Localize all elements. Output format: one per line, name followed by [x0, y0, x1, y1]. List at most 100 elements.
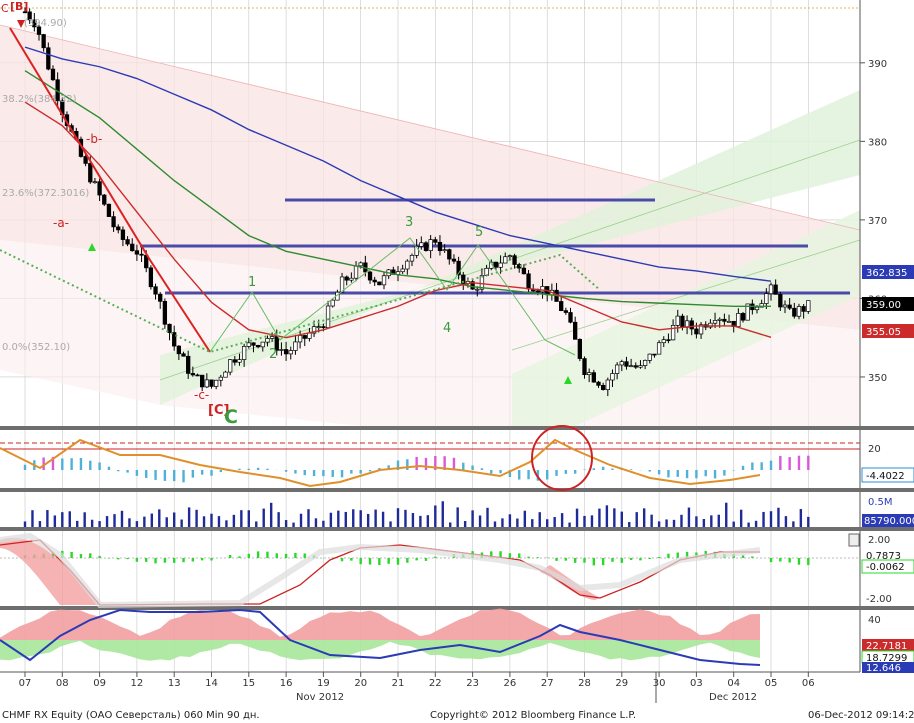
volume-bar — [739, 509, 743, 527]
candle-body — [209, 379, 214, 387]
oscillator-panel: 20 -4.4022 — [0, 425, 914, 491]
wave-3: 3 — [405, 215, 413, 230]
candle-body — [559, 301, 564, 311]
volume-bar — [762, 511, 765, 527]
candle-body — [102, 194, 107, 205]
candle-body — [764, 293, 769, 304]
ma-line — [24, 70, 771, 307]
candle-body — [400, 268, 405, 273]
label-top-b: [B] — [10, 0, 28, 13]
x-tick-label: 28 — [578, 678, 591, 689]
volume-bar — [202, 516, 206, 527]
volume-panel: 0.5M 85790.0000 — [23, 492, 914, 527]
volume-bar — [665, 519, 668, 527]
candle-body — [587, 372, 592, 376]
x-tick-label: 05 — [765, 678, 778, 689]
macd-signal — [0, 532, 761, 609]
candle-body — [670, 324, 676, 341]
candle-body — [241, 346, 247, 360]
x-tick-label: 20 — [354, 678, 367, 689]
volume-bar — [590, 515, 594, 527]
candle-body — [255, 344, 261, 348]
volume-bar — [359, 510, 362, 527]
macd-bar — [126, 558, 129, 560]
macd-bar — [424, 558, 428, 561]
candle-body — [475, 288, 480, 291]
volume-bar — [217, 516, 221, 527]
volume-bar — [605, 505, 609, 527]
volume-bar — [165, 517, 168, 527]
volume-bar — [635, 512, 638, 527]
macd-bar — [350, 558, 353, 561]
volume-bar — [83, 512, 86, 527]
osc-bar — [210, 470, 213, 476]
candle-body — [614, 364, 620, 374]
volume-bar — [426, 515, 430, 527]
osc-bar — [378, 468, 381, 470]
wave-c: -c- — [194, 388, 209, 402]
osc-bar — [256, 467, 260, 470]
dmi-badge-2: 18.7299 — [866, 653, 907, 664]
dmi-panel: 40 22.7181 18.7299 12.646 — [0, 608, 914, 674]
volume-bar — [799, 509, 803, 527]
volume-bar — [113, 514, 116, 527]
y-tick-label: 380 — [868, 137, 887, 148]
dmi-badge-3: 12.646 — [866, 663, 901, 674]
vol-tick: 0.5M — [868, 497, 893, 508]
marker-green — [564, 376, 572, 384]
candle-body — [353, 265, 359, 279]
ma-line — [24, 46, 772, 282]
volume-bar — [98, 521, 101, 527]
osc-bar — [145, 470, 148, 478]
x-tick-label: 04 — [727, 678, 740, 689]
candle-body — [223, 371, 228, 378]
x-tick-label: 13 — [168, 678, 181, 689]
wave-dotted-1 — [0, 249, 601, 354]
volume-bar — [807, 516, 810, 527]
candle-body — [372, 279, 377, 283]
candle-body — [447, 249, 452, 260]
dmi-tick: 40 — [868, 615, 881, 626]
osc-bar — [788, 457, 791, 470]
macd-bar — [490, 551, 493, 558]
wave-impulse — [209, 237, 576, 356]
candle-body — [754, 306, 760, 311]
candle-body — [302, 335, 307, 339]
macd-bar — [573, 558, 577, 563]
volume-bar — [374, 509, 377, 527]
osc-bar — [219, 470, 223, 472]
candle-body — [768, 284, 774, 295]
candle-body — [311, 326, 317, 334]
osc-bar — [443, 456, 446, 470]
volume-bar — [269, 502, 273, 527]
volume-bar — [76, 520, 79, 527]
volume-bar — [680, 514, 683, 527]
macd-bar — [228, 554, 232, 558]
osc-bar — [490, 470, 493, 474]
volume-bar — [710, 515, 713, 527]
x-tick-label: 21 — [392, 678, 405, 689]
macd-scroll-icon[interactable] — [848, 533, 860, 547]
candle-body — [698, 324, 704, 335]
candle-body — [32, 19, 37, 28]
ma-line — [24, 101, 772, 339]
volume-bar — [381, 511, 385, 527]
macd-bar — [256, 551, 260, 558]
candle-body — [433, 239, 438, 243]
candle-body — [46, 47, 51, 70]
candle-body — [778, 294, 783, 308]
volume-bar — [456, 507, 459, 527]
candle-body — [437, 241, 443, 252]
candle-body — [745, 303, 750, 321]
volume-bar — [538, 512, 541, 527]
volume-bar — [702, 519, 706, 527]
osc-bar — [117, 470, 120, 472]
macd-bar — [266, 551, 269, 558]
osc-histogram — [23, 455, 810, 483]
candle-body — [381, 275, 387, 286]
panel-separator — [0, 426, 914, 430]
osc-bar — [247, 468, 250, 470]
dmi-green-fill — [0, 640, 760, 661]
osc-bar — [555, 470, 558, 476]
candle-body — [405, 260, 410, 270]
